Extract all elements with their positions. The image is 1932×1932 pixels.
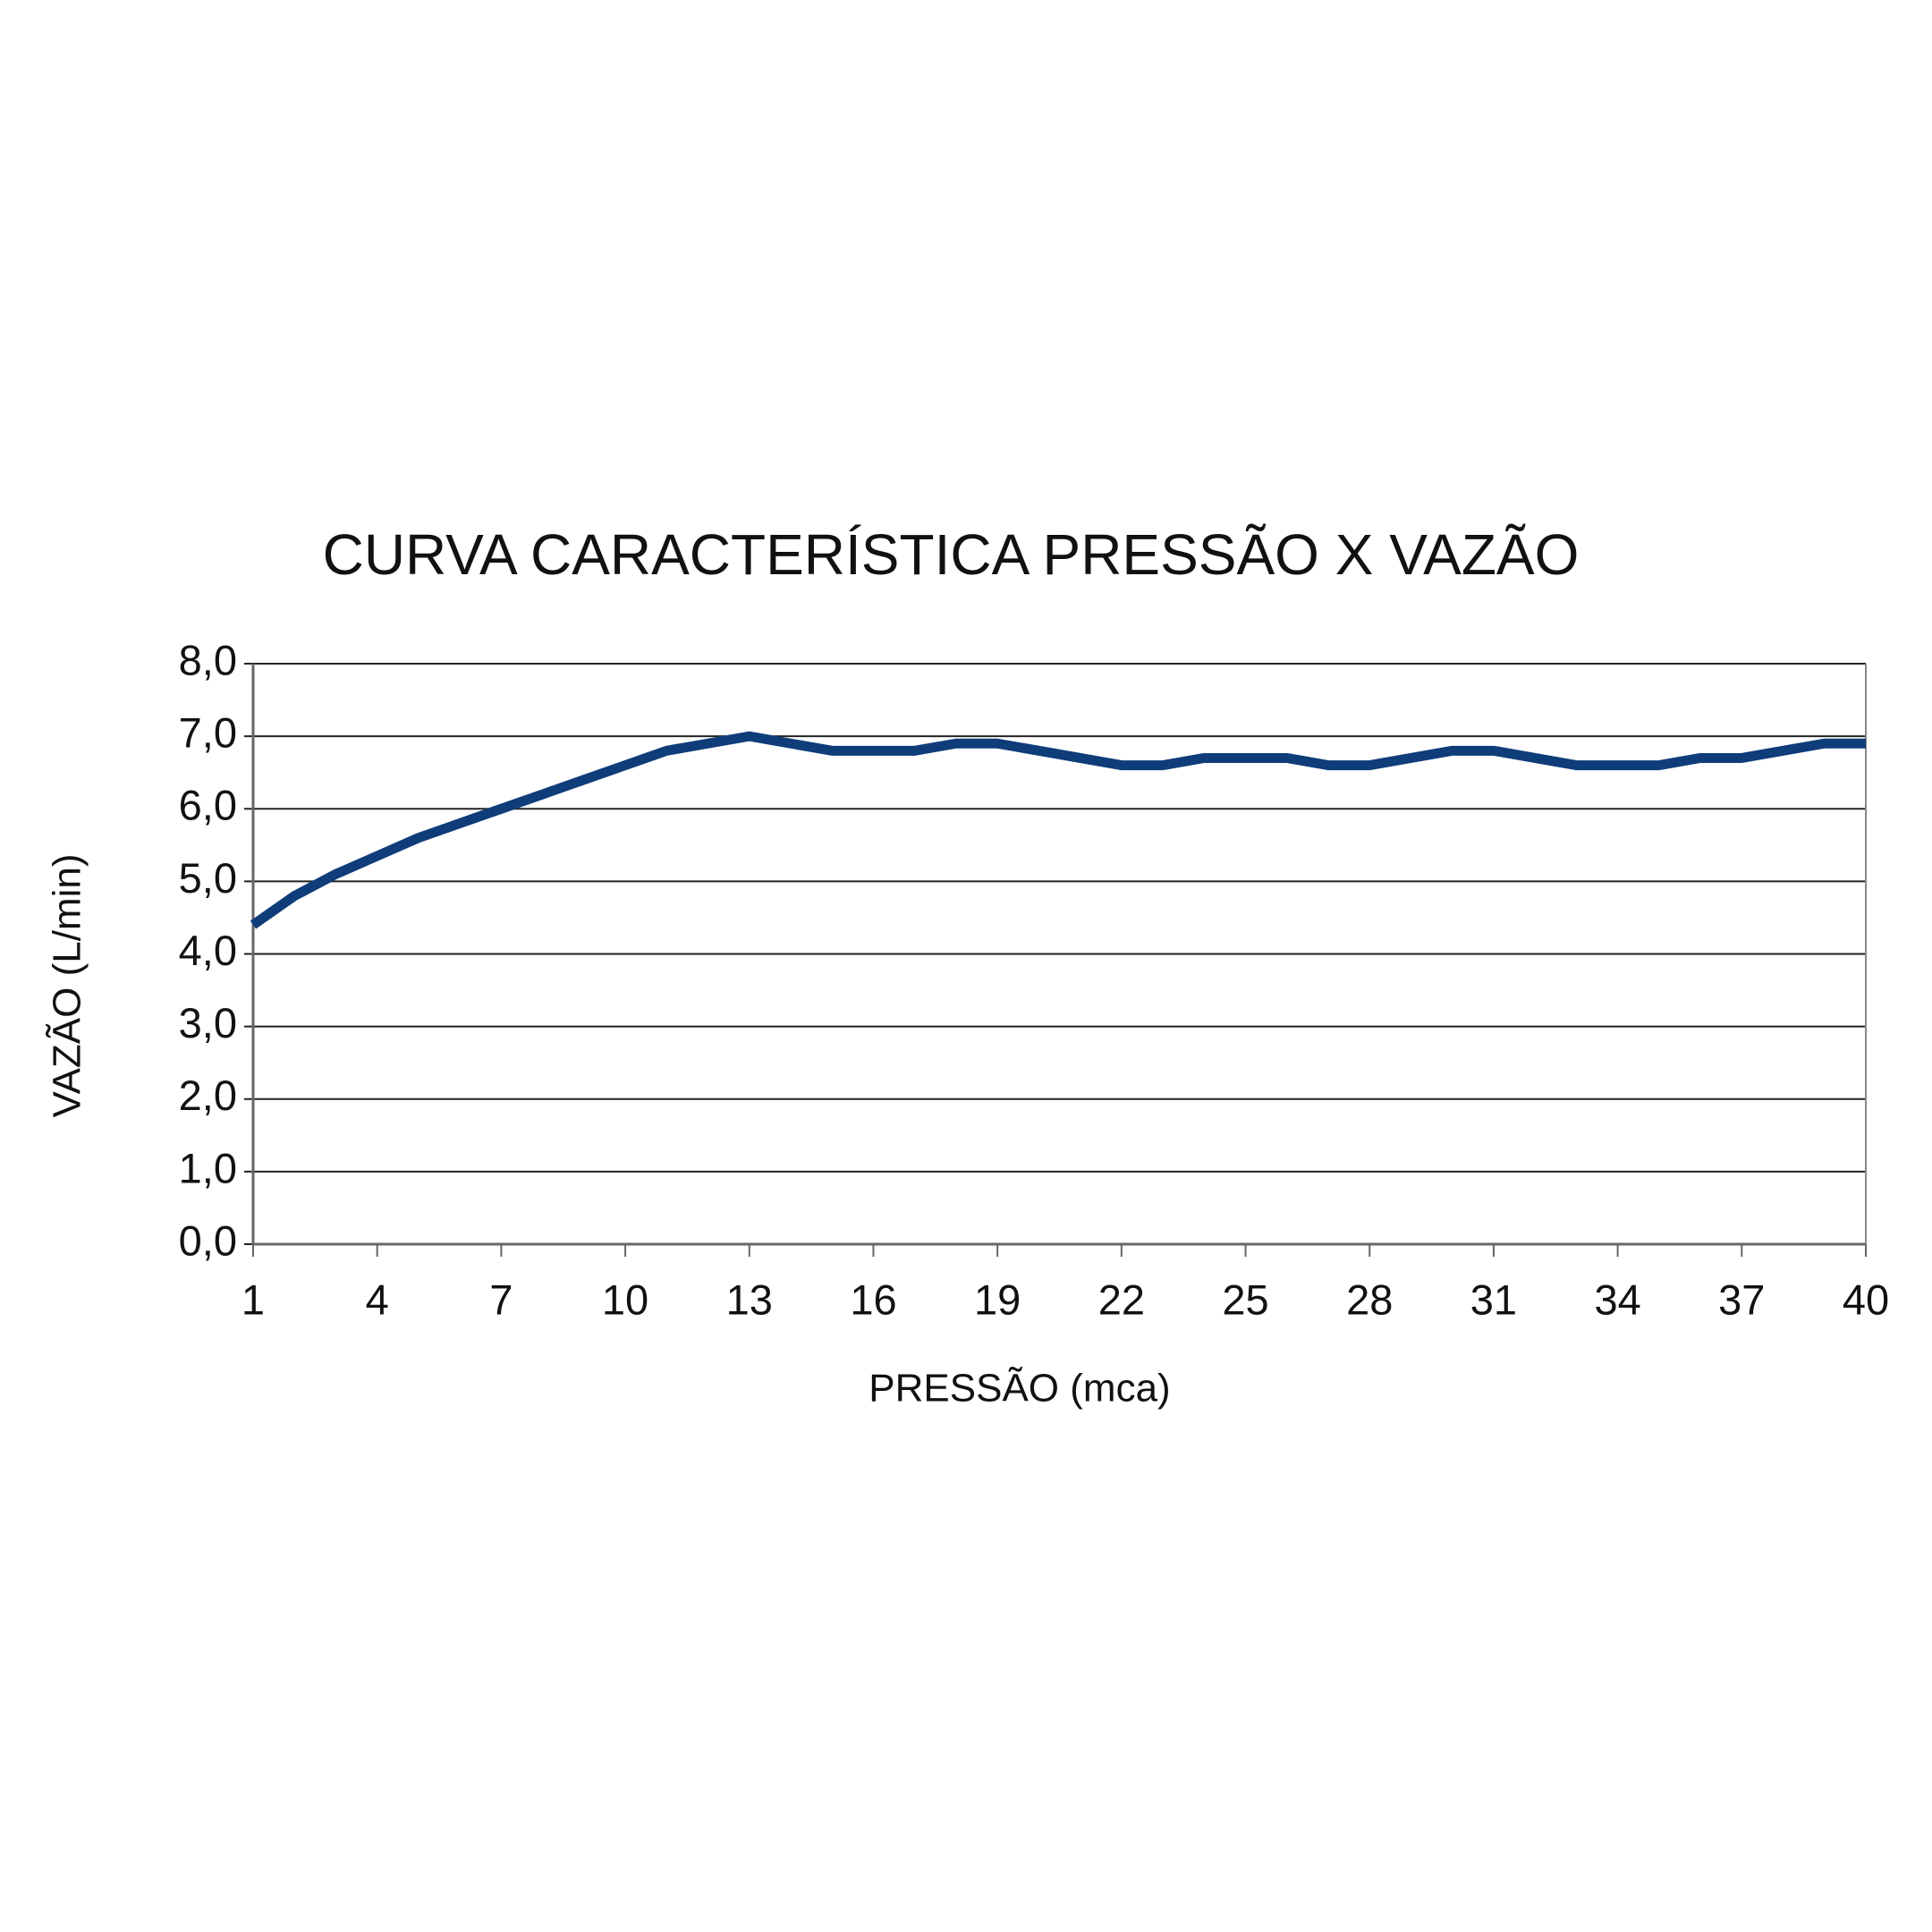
x-tick-label: 19 — [974, 1275, 1021, 1323]
y-tick-label: 8,0 — [179, 636, 237, 683]
x-tick-label: 31 — [1470, 1275, 1517, 1323]
x-tick-label: 22 — [1098, 1275, 1145, 1323]
x-tick-label: 28 — [1346, 1275, 1393, 1323]
x-tick-label: 1 — [242, 1275, 265, 1323]
x-axis-label: PRESSÃO (mca) — [869, 1366, 1170, 1411]
chart-title: CURVA CARACTERÍSTICA PRESSÃO X VAZÃO — [323, 522, 1580, 587]
y-tick-label: 3,0 — [179, 999, 237, 1046]
y-tick-label: 5,0 — [179, 854, 237, 902]
x-tick-label: 10 — [602, 1275, 648, 1323]
x-tick-label: 25 — [1222, 1275, 1268, 1323]
y-tick-label: 4,0 — [179, 927, 237, 974]
x-tick-label: 7 — [489, 1275, 513, 1323]
y-tick-label: 1,0 — [179, 1144, 237, 1191]
y-tick-label: 2,0 — [179, 1072, 237, 1119]
y-tick-label: 7,0 — [179, 709, 237, 757]
data-line — [250, 731, 1866, 929]
y-tick-label: 6,0 — [179, 782, 237, 829]
y-axis-label: VAZÃO (L/min) — [45, 853, 89, 1117]
x-tick-label: 34 — [1594, 1275, 1640, 1323]
x-tick-label: 40 — [1843, 1275, 1889, 1323]
y-tick-label: 0,0 — [179, 1216, 237, 1264]
x-tick-label: 4 — [366, 1275, 389, 1323]
x-tick-label: 37 — [1718, 1275, 1765, 1323]
x-tick-label: 16 — [850, 1275, 896, 1323]
x-tick-label: 13 — [726, 1275, 773, 1323]
